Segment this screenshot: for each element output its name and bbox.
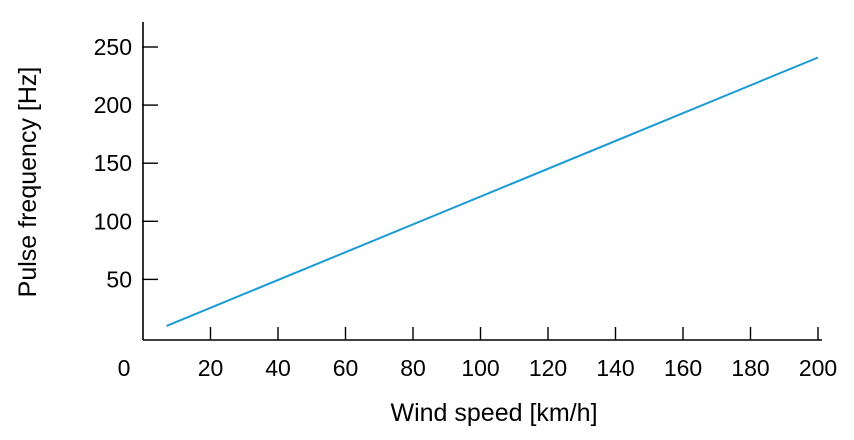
x-tick-label: 180 [731, 355, 769, 381]
x-tick-label: 160 [664, 355, 702, 381]
x-tick-label: 80 [400, 355, 426, 381]
x-axis-title: Wind speed [km/h] [390, 399, 597, 427]
x-tick-label: 120 [529, 355, 567, 381]
y-tick-label: 250 [94, 34, 132, 60]
y-tick-label: 100 [94, 208, 132, 234]
x-tick-label: 100 [461, 355, 499, 381]
x-ticks: 0 20 40 60 80 100 120 140 160 180 200 [118, 327, 837, 381]
series-line-1 [166, 56, 819, 327]
y-axis-title: Pulse frequency [Hz] [14, 67, 42, 298]
x-tick-label: 40 [265, 355, 291, 381]
y-tick-label: 150 [94, 150, 132, 176]
x-tick-label: 60 [333, 355, 359, 381]
series-group [166, 56, 819, 327]
x-tick-label: 0 [118, 355, 131, 381]
y-tick-label: 50 [106, 266, 132, 292]
y-ticks: 50 100 150 200 250 [94, 34, 158, 292]
x-tick-label: 200 [799, 355, 837, 381]
x-tick-label: 140 [596, 355, 634, 381]
y-tick-label: 200 [94, 92, 132, 118]
x-tick-label: 20 [198, 355, 224, 381]
